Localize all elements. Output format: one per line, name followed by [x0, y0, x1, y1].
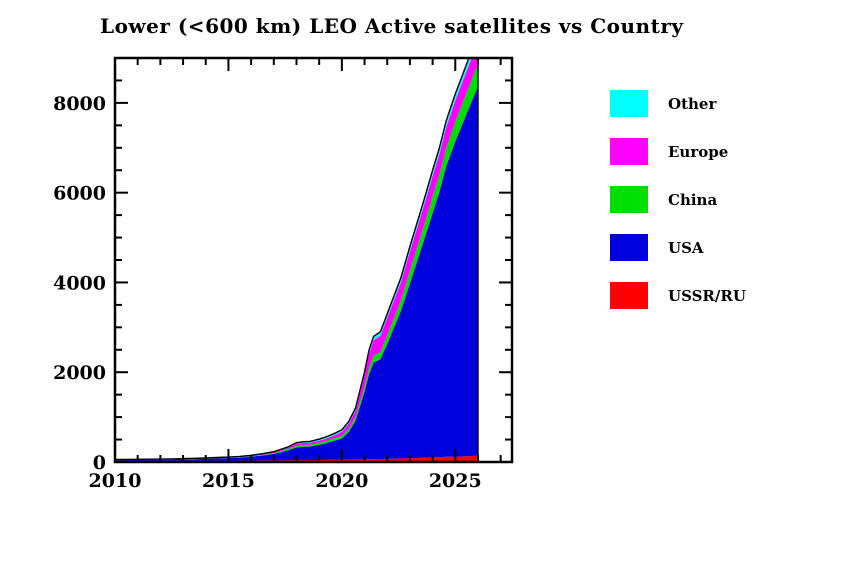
- legend-swatch-china: [610, 186, 648, 213]
- legend-swatch-ussr-ru: [610, 282, 648, 309]
- x-tick-label: 2015: [202, 470, 255, 492]
- area-usa: [115, 87, 478, 461]
- legend-item-other: Other: [610, 90, 746, 117]
- legend-label-other: Other: [668, 94, 717, 113]
- total-outline: [115, 58, 479, 462]
- y-tick-label: 6000: [53, 183, 106, 205]
- legend-label-usa: USA: [668, 238, 704, 257]
- legend-swatch-other: [610, 90, 648, 117]
- x-tick-label: 2020: [315, 470, 368, 492]
- x-tick-label: 2010: [89, 470, 142, 492]
- legend-label-china: China: [668, 190, 718, 209]
- y-tick-label: 0: [93, 452, 106, 474]
- legend-item-usa: USA: [610, 234, 746, 261]
- legend-item-china: China: [610, 186, 746, 213]
- chart-title: Lower (<600 km) LEO Active satellites vs…: [100, 14, 684, 38]
- legend-swatch-usa: [610, 234, 648, 261]
- y-tick-label: 8000: [53, 93, 106, 115]
- x-tick-label: 2025: [429, 470, 482, 492]
- legend-swatch-europe: [610, 138, 648, 165]
- y-tick-label: 2000: [53, 362, 106, 384]
- legend-item-ussr-ru: USSR/RU: [610, 282, 746, 309]
- y-tick-label: 4000: [53, 272, 106, 294]
- legend-label-ussr-ru: USSR/RU: [668, 286, 746, 305]
- legend-item-europe: Europe: [610, 138, 746, 165]
- legend-label-europe: Europe: [668, 142, 729, 161]
- legend: Other Europe China USA USSR/RU: [610, 90, 746, 330]
